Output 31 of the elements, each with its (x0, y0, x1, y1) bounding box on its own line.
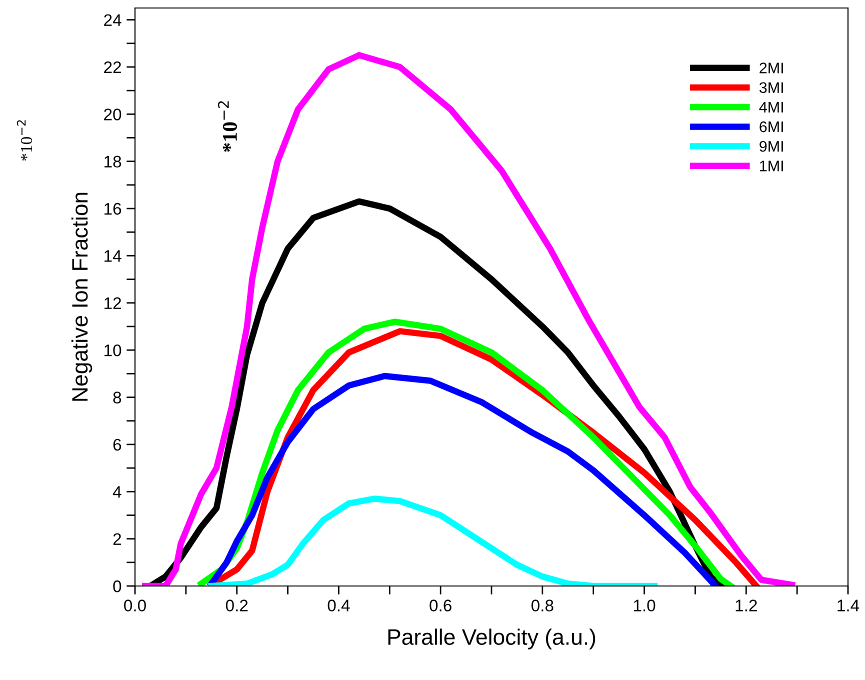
y-tick-label: 12 (104, 297, 121, 309)
x-tick-label: 1.4 (838, 600, 860, 612)
y-tick-label: 10 (104, 344, 122, 356)
legend-label: 3MI (759, 82, 783, 94)
y-axis-title: Negative Ion Fraction (71, 192, 92, 401)
y-tick-label: 24 (104, 14, 122, 26)
y-tick-label: 4 (112, 486, 122, 498)
y-tick-label: 16 (104, 202, 122, 215)
legend-label: 4MI (759, 102, 783, 112)
legend-label: 9MI (760, 140, 783, 152)
y-tick-label: 18 (104, 156, 122, 168)
annotation: *10$^{−2}$ (218, 101, 237, 152)
legend-label: 2MI (760, 62, 783, 74)
x-tick-label: 1.0 (634, 600, 656, 612)
x-tick-label: 1.2 (736, 600, 757, 612)
x-tick-label: 0.4 (328, 600, 350, 612)
text: *10$^{−2}$ (16, 120, 32, 161)
y-tick-label: 22 (104, 61, 121, 74)
x-tick-label: 0.6 (430, 600, 452, 612)
y-tick-label: 6 (113, 438, 122, 451)
x-axis-title: Paralle Velocity (a.u.) (388, 628, 596, 650)
y-tick-label: 14 (104, 250, 122, 262)
legend-label: 1MI (760, 160, 783, 172)
x-tick-label: 0.0 (124, 600, 146, 612)
y-tick-label: 0 (113, 580, 122, 592)
y-tick-label: 8 (113, 392, 122, 404)
legend-label: 6MI (760, 121, 783, 132)
x-tick-label: 0.2 (226, 600, 248, 612)
y-tick-label: 2 (113, 533, 121, 545)
x-tick-label: 0.8 (531, 600, 554, 612)
y-tick-label: 20 (104, 108, 122, 120)
